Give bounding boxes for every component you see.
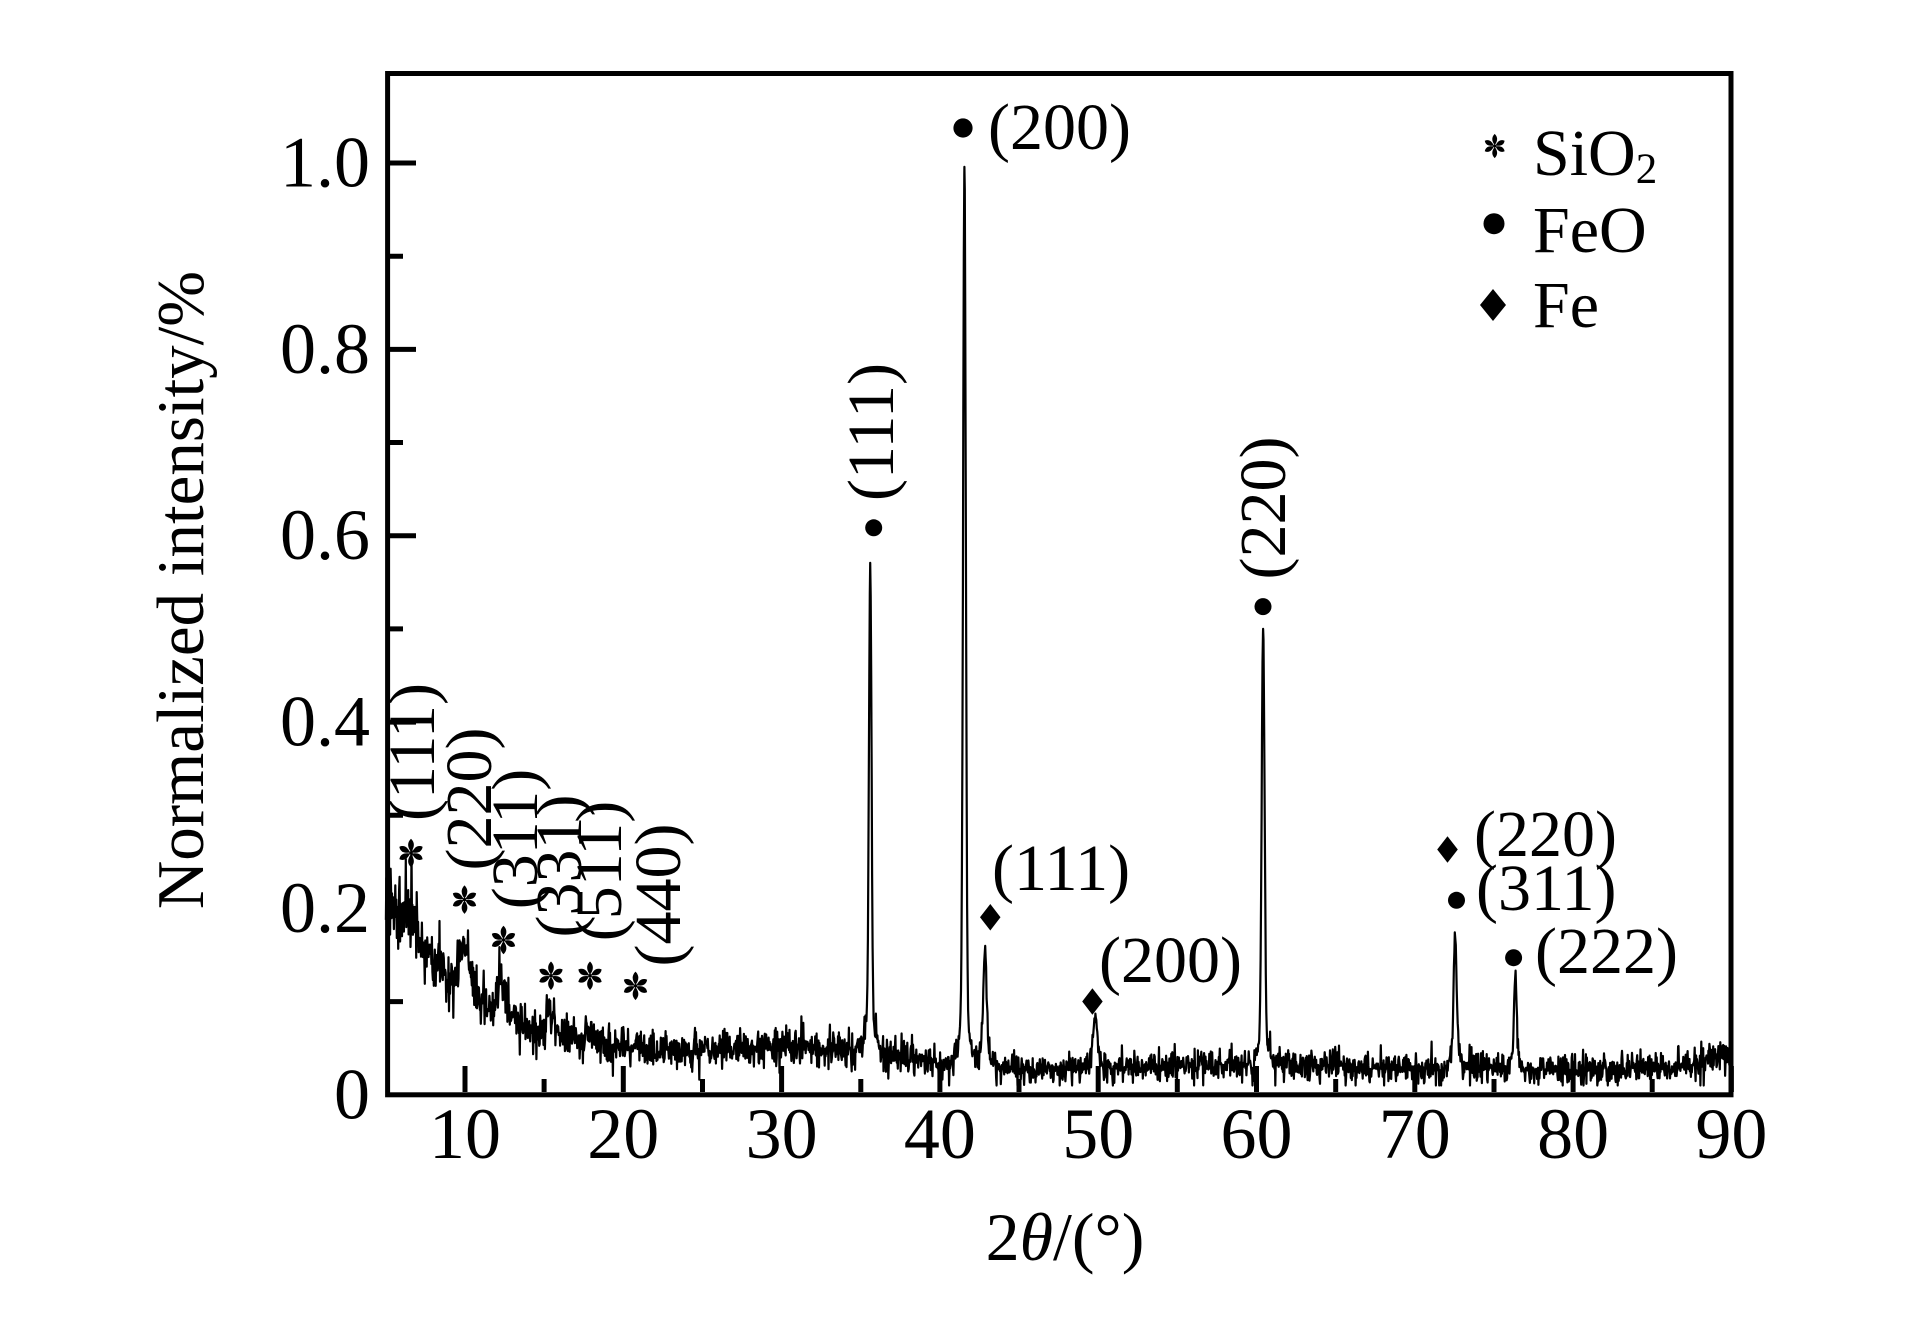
svg-text:(311): (311) bbox=[479, 769, 552, 910]
svg-text:(222): (222) bbox=[1535, 915, 1678, 988]
svg-text:90: 90 bbox=[1695, 1094, 1767, 1174]
svg-text:0.2: 0.2 bbox=[280, 868, 370, 948]
svg-text:30: 30 bbox=[746, 1094, 818, 1174]
svg-text:(331): (331) bbox=[523, 795, 596, 938]
svg-text:(111): (111) bbox=[376, 683, 449, 821]
svg-text:1.0: 1.0 bbox=[280, 123, 370, 203]
svg-text:(111): (111) bbox=[992, 832, 1130, 905]
svg-text:(511): (511) bbox=[563, 801, 636, 942]
svg-text:(440): (440) bbox=[622, 824, 695, 967]
svg-text:(111): (111) bbox=[835, 363, 908, 501]
svg-text:(311): (311) bbox=[1476, 852, 1617, 925]
svg-text:70: 70 bbox=[1379, 1094, 1451, 1174]
svg-text:2θ/(°): 2θ/(°) bbox=[986, 1199, 1145, 1275]
svg-text:Fe: Fe bbox=[1533, 269, 1599, 342]
svg-text:(200): (200) bbox=[1099, 924, 1242, 997]
svg-text:(200): (200) bbox=[988, 91, 1131, 164]
svg-text:FeO: FeO bbox=[1533, 194, 1647, 267]
svg-text:Normalized intensity/%: Normalized intensity/% bbox=[144, 271, 218, 909]
svg-text:80: 80 bbox=[1537, 1094, 1609, 1174]
svg-text:50: 50 bbox=[1062, 1094, 1134, 1174]
svg-text:0.4: 0.4 bbox=[280, 682, 370, 762]
svg-text:20: 20 bbox=[587, 1094, 659, 1174]
svg-text:(220): (220) bbox=[1227, 437, 1300, 580]
svg-text:(220): (220) bbox=[433, 728, 506, 871]
svg-text:10: 10 bbox=[429, 1094, 501, 1174]
svg-text:0.8: 0.8 bbox=[280, 309, 370, 389]
svg-text:60: 60 bbox=[1221, 1094, 1293, 1174]
svg-text:0.6: 0.6 bbox=[280, 495, 370, 575]
svg-text:(220): (220) bbox=[1474, 798, 1617, 871]
svg-text:0: 0 bbox=[334, 1054, 370, 1134]
svg-text:40: 40 bbox=[904, 1094, 976, 1174]
